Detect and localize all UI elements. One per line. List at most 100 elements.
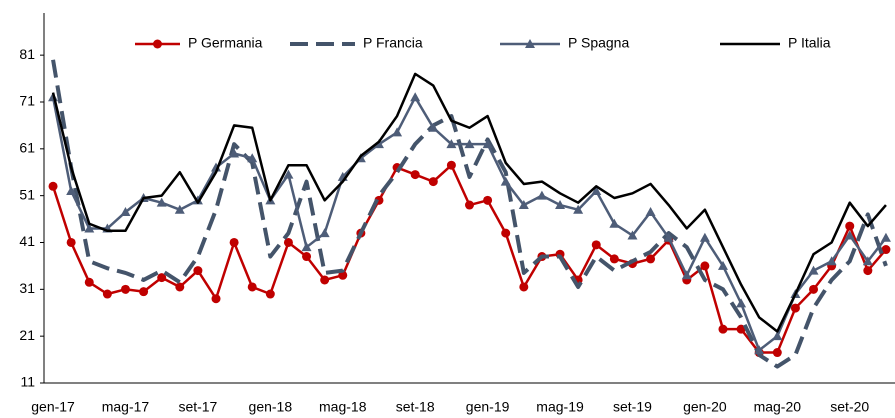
y-tick-label: 11 <box>20 374 35 390</box>
point <box>772 331 783 341</box>
point <box>627 230 638 240</box>
x-tick-label: mag-19 <box>536 399 584 415</box>
series-line <box>51 96 887 352</box>
point <box>736 324 746 334</box>
point <box>120 284 130 294</box>
point <box>175 282 185 292</box>
point <box>157 273 167 283</box>
point <box>428 122 439 132</box>
point <box>66 237 76 247</box>
point <box>66 185 77 195</box>
point <box>880 232 891 242</box>
point <box>410 92 421 102</box>
y-tick-label: 81 <box>19 46 35 62</box>
point <box>736 298 747 308</box>
point <box>482 139 493 149</box>
x-tick-label: set-19 <box>613 399 652 415</box>
point <box>573 204 584 214</box>
point <box>536 190 547 200</box>
x-tick-label: gen-20 <box>683 399 727 415</box>
point <box>808 265 819 275</box>
point <box>790 303 800 313</box>
point <box>881 245 891 255</box>
point <box>483 195 493 205</box>
point <box>518 200 529 210</box>
point <box>302 252 312 262</box>
y-tick-label: 31 <box>19 280 35 296</box>
point <box>717 260 728 270</box>
point <box>174 204 185 214</box>
point <box>446 139 457 149</box>
series-line <box>51 59 888 369</box>
point <box>845 221 855 231</box>
point <box>591 240 601 250</box>
y-tick-label: 61 <box>19 140 35 156</box>
point <box>338 270 348 280</box>
y-tick-label: 71 <box>19 93 35 109</box>
x-tick-label: mag-17 <box>102 399 150 415</box>
point <box>139 287 149 297</box>
point <box>283 237 293 247</box>
point <box>609 218 620 228</box>
x-tick-label: set-17 <box>178 399 217 415</box>
point <box>84 277 94 287</box>
point <box>519 282 529 292</box>
point <box>192 195 203 205</box>
point <box>718 324 728 334</box>
point <box>663 232 674 242</box>
point <box>772 348 782 358</box>
point <box>700 261 710 271</box>
point <box>156 197 167 207</box>
legend-marker <box>525 39 535 48</box>
point <box>265 289 275 299</box>
y-tick-label: 21 <box>19 327 35 343</box>
y-tick-label: 51 <box>19 186 35 202</box>
point <box>591 185 602 195</box>
point <box>428 177 438 187</box>
point <box>501 228 511 238</box>
point <box>301 242 312 252</box>
point <box>863 266 873 276</box>
point <box>247 282 257 292</box>
point <box>646 254 656 264</box>
point <box>373 139 384 149</box>
x-tick-label: gen-18 <box>249 399 293 415</box>
x-tick-label: gen-17 <box>31 399 75 415</box>
series-line <box>51 72 887 333</box>
point <box>555 200 566 210</box>
point <box>48 181 58 191</box>
point <box>826 256 837 266</box>
point <box>120 207 131 217</box>
legend-label: P Italia <box>788 35 831 51</box>
point <box>500 176 511 186</box>
point <box>410 170 420 180</box>
point <box>699 232 710 242</box>
x-tick-label: set-18 <box>396 399 435 415</box>
x-tick-label: set-20 <box>830 399 869 415</box>
point <box>229 237 239 247</box>
point <box>392 127 403 137</box>
point <box>862 256 873 266</box>
point <box>844 230 855 240</box>
point <box>809 284 819 294</box>
point <box>464 139 475 149</box>
point <box>229 148 240 158</box>
legend-label: P Francia <box>363 35 423 51</box>
point <box>609 254 619 264</box>
point <box>465 200 474 210</box>
point <box>193 266 203 276</box>
legend-label: P Germania <box>188 35 263 51</box>
point <box>211 162 222 172</box>
legend-marker <box>153 39 162 49</box>
point <box>320 275 330 285</box>
y-tick-label: 41 <box>19 233 35 249</box>
point <box>446 160 456 170</box>
point <box>283 169 294 179</box>
x-tick-label: mag-18 <box>319 399 367 415</box>
point <box>211 294 221 304</box>
point <box>247 153 258 163</box>
point <box>319 228 330 238</box>
x-tick-label: gen-19 <box>466 399 510 415</box>
point <box>681 270 692 280</box>
